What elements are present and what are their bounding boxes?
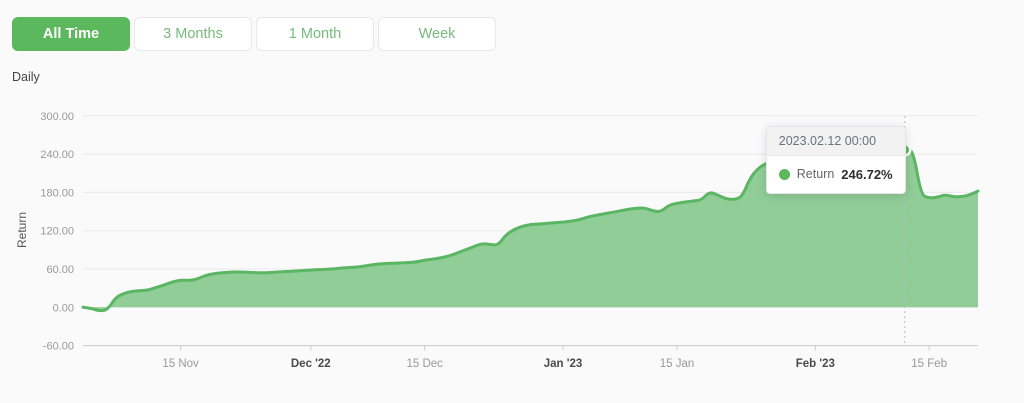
period-button-1-month[interactable]: 1 Month [256, 17, 374, 51]
tooltip-series-label: Return [796, 167, 835, 182]
y-tick-label: 60.00 [46, 264, 74, 276]
period-button-all-time[interactable]: All Time [12, 17, 130, 51]
chart-tooltip: 2023.02.12 00:00 Return 246.72% [765, 125, 906, 194]
series-color-dot [778, 168, 790, 180]
x-tick-label: Jan '23 [544, 358, 583, 370]
x-tick-label: Dec '22 [291, 358, 331, 370]
y-tick-label: 240.00 [40, 149, 74, 161]
y-tick-label: 180.00 [40, 187, 74, 199]
tooltip-body: Return 246.72% [767, 156, 905, 193]
x-tick-label: 15 Feb [911, 358, 947, 370]
y-tick-label: 0.00 [53, 302, 74, 314]
y-tick-label: 300.00 [40, 111, 74, 123]
frequency-label: Daily [12, 70, 40, 84]
y-tick-label: -60.00 [43, 341, 74, 353]
period-button-3-months[interactable]: 3 Months [134, 17, 252, 51]
x-tick-label: 15 Jan [660, 358, 695, 370]
x-tick-label: 15 Dec [406, 358, 443, 370]
x-tick-label: Feb '23 [796, 358, 835, 370]
x-tick-label: 15 Nov [162, 358, 199, 370]
y-tick-label: 120.00 [40, 226, 74, 238]
tooltip-value: 246.72% [841, 166, 893, 182]
period-toolbar: All Time 3 Months 1 Month Week [12, 17, 496, 51]
tooltip-date: 2023.02.12 00:00 [766, 126, 905, 156]
period-button-week[interactable]: Week [378, 17, 496, 51]
